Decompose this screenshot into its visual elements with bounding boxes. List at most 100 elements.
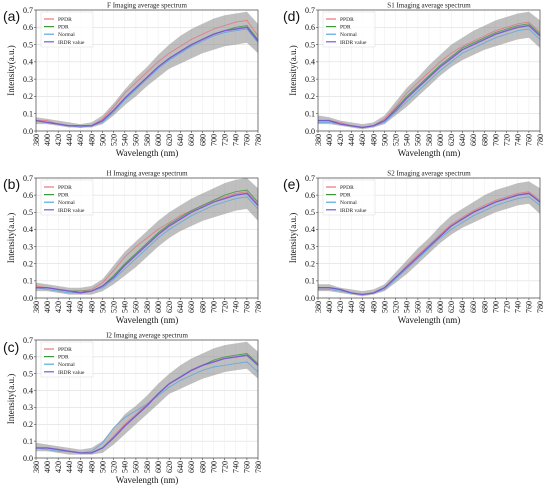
x-tick-label: 580 bbox=[425, 301, 434, 313]
x-tick-label: 580 bbox=[143, 461, 152, 473]
x-tick-label: 420 bbox=[54, 301, 63, 313]
y-axis-label: Intensity(a.u.) bbox=[6, 45, 16, 95]
x-tick-label: 700 bbox=[209, 301, 218, 313]
legend-entry: PDR bbox=[58, 355, 69, 361]
series-line-normal bbox=[35, 196, 259, 294]
y-tick-label: 0.6 bbox=[23, 191, 33, 200]
x-tick-label: 400 bbox=[43, 134, 52, 146]
x-tick-label: 400 bbox=[43, 301, 52, 313]
x-tick-label: 720 bbox=[503, 134, 512, 146]
x-tick-label: 660 bbox=[187, 134, 196, 146]
x-tick-label: 380 bbox=[32, 134, 41, 146]
y-tick-label: 0.1 bbox=[305, 277, 315, 286]
x-tick-label: 740 bbox=[232, 301, 241, 313]
legend-entry: PPDR bbox=[58, 347, 72, 353]
panel-label-a: (a) bbox=[3, 8, 20, 24]
y-axis-label: Intensity(a.u.) bbox=[288, 45, 298, 95]
y-tick-label: 0.0 bbox=[23, 294, 33, 303]
x-tick-label: 520 bbox=[392, 134, 401, 146]
y-tick-label: 0.5 bbox=[23, 208, 33, 217]
x-tick-label: 460 bbox=[358, 134, 367, 146]
x-tick-label: 520 bbox=[110, 134, 119, 146]
y-tick-label: 0.3 bbox=[23, 75, 33, 84]
y-tick-label: 0.4 bbox=[23, 58, 33, 67]
legend-entry: IRDR value bbox=[340, 208, 367, 214]
x-tick-label: 500 bbox=[380, 134, 389, 146]
x-tick-label: 560 bbox=[414, 134, 423, 146]
legend-box bbox=[40, 11, 94, 48]
panel-label-d: (d) bbox=[283, 8, 300, 24]
x-tick-label: 400 bbox=[325, 134, 334, 146]
legend-entry: PPDR bbox=[340, 185, 354, 191]
x-tick-label: 380 bbox=[32, 301, 41, 313]
x-tick-label: 580 bbox=[425, 134, 434, 146]
legend-entry: IRDR value bbox=[58, 208, 85, 214]
x-tick-label: 720 bbox=[221, 134, 230, 146]
x-tick-label: 400 bbox=[43, 461, 52, 473]
x-tick-label: 540 bbox=[121, 134, 130, 146]
x-tick-label: 460 bbox=[358, 301, 367, 313]
x-tick-label: 440 bbox=[65, 461, 74, 473]
x-tick-label: 460 bbox=[76, 134, 85, 146]
x-tick-label: 640 bbox=[458, 134, 467, 146]
x-tick-label: 480 bbox=[369, 301, 378, 313]
x-tick-label: 740 bbox=[232, 134, 241, 146]
chart-panel-e: S2 Imaging average spectrum 0.0 0.1 0.2 0.3 0… bbox=[288, 170, 545, 326]
y-tick-label: 0.7 bbox=[23, 174, 33, 183]
x-tick-label: 640 bbox=[458, 301, 467, 313]
y-tick-label: 0.5 bbox=[23, 370, 33, 379]
x-tick-label: 700 bbox=[209, 134, 218, 146]
x-tick-label: 540 bbox=[121, 301, 130, 313]
y-tick-label: 0.3 bbox=[23, 403, 33, 412]
chart-panel-b: H Imaging average spectrum 0.0 0.1 0.2 0.3 0.… bbox=[6, 170, 263, 326]
panel-label-e: (e) bbox=[283, 176, 300, 192]
x-tick-label: 700 bbox=[209, 461, 218, 473]
y-tick-label: 0.3 bbox=[23, 242, 33, 251]
x-tick-label: 560 bbox=[132, 461, 141, 473]
x-tick-label: 420 bbox=[336, 301, 345, 313]
x-tick-label: 680 bbox=[480, 301, 489, 313]
x-tick-label: 400 bbox=[325, 301, 334, 313]
legend-box bbox=[40, 179, 94, 216]
legend-entry: IRDR value bbox=[340, 40, 367, 46]
series-line-irdr-value bbox=[318, 24, 541, 129]
legend-entry: IRDR value bbox=[58, 370, 85, 376]
x-tick-label: 780 bbox=[254, 134, 263, 146]
x-tick-label: 580 bbox=[143, 134, 152, 146]
legend-entry: IRDR value bbox=[58, 40, 85, 46]
chart-panel-a: F Imaging average spectrum 0.0 0.1 0.2 0.3 0.… bbox=[6, 2, 263, 159]
chart-title: S1 Imaging average spectrum bbox=[387, 2, 471, 10]
x-tick-label: 520 bbox=[110, 301, 119, 313]
x-tick-label: 560 bbox=[132, 301, 141, 313]
legend-entry: PDR bbox=[340, 193, 351, 199]
x-tick-label: 720 bbox=[503, 301, 512, 313]
x-tick-label: 460 bbox=[76, 301, 85, 313]
x-tick-label: 520 bbox=[110, 461, 119, 473]
y-tick-label: 0.1 bbox=[23, 277, 33, 286]
x-tick-label: 560 bbox=[132, 134, 141, 146]
x-tick-label: 440 bbox=[65, 134, 74, 146]
x-tick-label: 560 bbox=[414, 301, 423, 313]
chart-panel-d: S1 Imaging average spectrum 0.0 0.1 0.2 0.3 0… bbox=[288, 2, 545, 159]
legend-box bbox=[322, 179, 376, 216]
x-axis-label: Wavelength (nm) bbox=[398, 315, 461, 325]
x-tick-label: 760 bbox=[525, 301, 534, 313]
y-tick-label: 0.6 bbox=[23, 23, 33, 32]
y-tick-label: 0.5 bbox=[305, 208, 315, 217]
x-tick-label: 760 bbox=[525, 134, 534, 146]
x-tick-label: 760 bbox=[243, 461, 252, 473]
y-tick-label: 0.7 bbox=[305, 6, 315, 15]
x-tick-label: 580 bbox=[143, 301, 152, 313]
x-tick-label: 600 bbox=[436, 301, 445, 313]
x-tick-label: 620 bbox=[165, 301, 174, 313]
y-axis-label: Intensity(a.u.) bbox=[288, 213, 298, 263]
x-tick-label: 380 bbox=[314, 134, 323, 146]
x-tick-label: 660 bbox=[187, 461, 196, 473]
y-tick-label: 0.2 bbox=[23, 92, 33, 101]
y-tick-label: 0.7 bbox=[23, 336, 33, 345]
x-tick-label: 480 bbox=[87, 461, 96, 473]
series-line-irdr-value bbox=[36, 192, 259, 294]
x-tick-label: 760 bbox=[243, 134, 252, 146]
legend-entry: Normal bbox=[340, 32, 357, 38]
